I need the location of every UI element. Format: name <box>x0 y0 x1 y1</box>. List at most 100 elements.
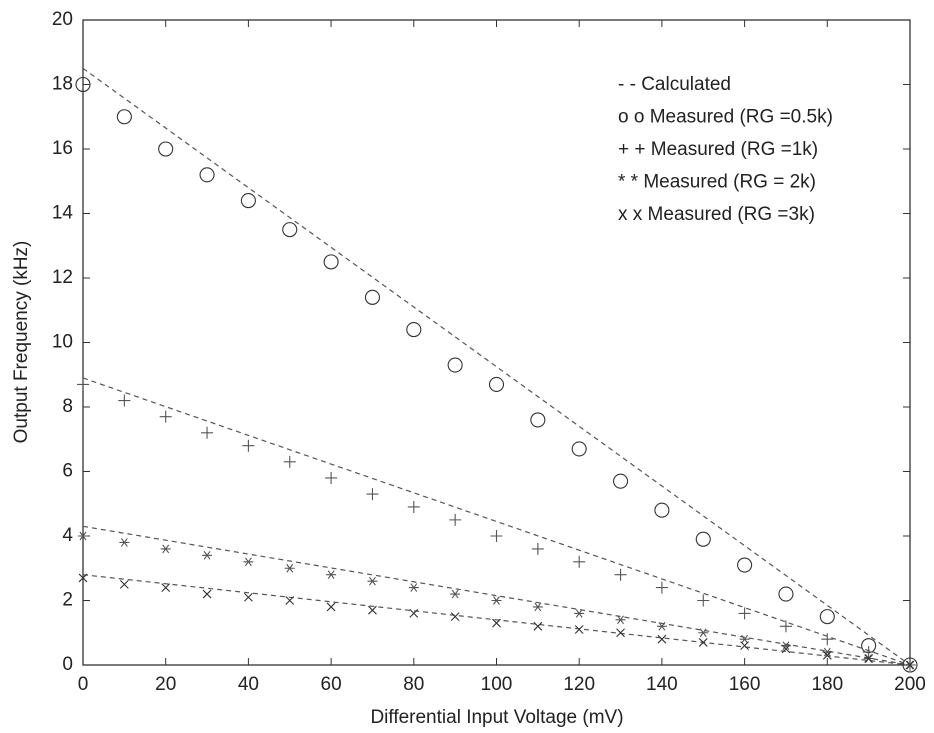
x-tick-label: 20 <box>155 674 176 695</box>
x-axis-label: Differential Input Voltage (mV) <box>370 707 623 728</box>
data-point <box>615 615 626 625</box>
data-point <box>616 628 625 638</box>
data-point <box>571 441 587 457</box>
data-point <box>698 628 709 638</box>
calculated-line <box>82 377 911 666</box>
data-point <box>323 254 339 270</box>
data-point <box>864 654 874 663</box>
data-point <box>861 638 877 654</box>
data-point <box>573 555 586 568</box>
data-point <box>75 76 91 93</box>
data-point <box>737 557 753 573</box>
data-point <box>326 570 337 580</box>
data-point <box>822 650 832 660</box>
data-point <box>492 618 501 628</box>
data-point <box>119 538 130 547</box>
x-tick-label: 80 <box>403 674 424 695</box>
data-point <box>698 638 708 647</box>
data-point <box>242 439 255 452</box>
data-point <box>491 596 502 605</box>
data-point <box>740 641 749 651</box>
legend-entry: + + Measured (RG =1k) <box>618 139 818 160</box>
data-point <box>325 471 338 484</box>
x-tick-label: 0 <box>78 674 89 695</box>
data-point <box>364 289 381 305</box>
y-tick-label: 8 <box>62 396 73 417</box>
y-tick-label: 6 <box>62 461 73 482</box>
data-point <box>657 634 667 644</box>
x-tick-label: 140 <box>646 674 678 695</box>
data-point <box>779 620 792 633</box>
data-point <box>326 602 336 612</box>
data-point <box>614 568 627 581</box>
data-point <box>284 563 295 573</box>
data-point <box>490 530 503 542</box>
y-tick-label: 12 <box>52 267 73 288</box>
x-tick-label: 120 <box>563 674 595 695</box>
data-point <box>409 609 419 618</box>
data-point <box>407 500 420 513</box>
data-point <box>821 633 834 646</box>
data-point <box>862 646 875 659</box>
data-point <box>656 621 667 631</box>
data-point <box>244 592 253 602</box>
legend-entry: * * Measured (RG = 2k) <box>618 172 816 193</box>
y-tick-label: 20 <box>52 9 73 30</box>
data-point <box>739 634 750 644</box>
data-point <box>574 625 584 634</box>
legend-entry: x x Measured (RG =3k) <box>618 204 815 225</box>
data-point <box>819 609 835 625</box>
y-tick-label: 16 <box>52 138 73 159</box>
data-point <box>406 322 422 338</box>
data-point <box>574 609 585 618</box>
data-point <box>78 531 88 541</box>
data-point <box>450 612 460 622</box>
data-point <box>738 607 751 620</box>
data-point <box>282 222 298 238</box>
data-point <box>119 579 129 589</box>
y-tick-label: 2 <box>62 590 73 611</box>
data-point <box>285 596 295 605</box>
data-point <box>158 141 174 157</box>
data-point <box>449 513 462 526</box>
x-tick-label: 180 <box>811 674 843 695</box>
data-point <box>77 378 89 391</box>
data-point <box>531 542 544 555</box>
data-point <box>116 109 132 125</box>
data-point <box>697 594 710 607</box>
data-point <box>283 455 296 468</box>
data-point <box>781 644 791 654</box>
data-point <box>201 426 214 439</box>
data-point <box>902 657 918 673</box>
data-point <box>654 502 670 518</box>
y-tick-label: 4 <box>62 525 73 546</box>
calculated-line <box>82 67 911 666</box>
x-tick-label: 160 <box>729 674 761 695</box>
data-point <box>532 602 543 612</box>
data-point <box>450 589 461 599</box>
data-point <box>161 583 171 592</box>
data-point <box>202 551 213 560</box>
data-point <box>243 557 254 567</box>
calculated-line <box>82 574 911 666</box>
data-point <box>202 589 212 599</box>
data-point <box>408 583 419 592</box>
y-tick-label: 14 <box>52 203 74 224</box>
data-point <box>613 473 629 489</box>
data-point <box>368 605 377 615</box>
x-tick-label: 60 <box>321 674 342 695</box>
data-point <box>655 581 668 594</box>
data-point <box>530 412 546 428</box>
y-tick-label: 18 <box>52 74 73 95</box>
data-point <box>488 376 505 392</box>
y-axis-label: Output Frequency (kHz) <box>11 241 32 444</box>
data-point <box>533 621 543 631</box>
data-point <box>118 394 131 407</box>
data-point <box>905 660 915 670</box>
legend-entry: o o Measured (RG =0.5k) <box>618 107 833 128</box>
data-point <box>366 488 379 501</box>
x-tick-label: 40 <box>238 674 259 695</box>
y-tick-label: 0 <box>62 654 73 675</box>
calculated-line <box>82 525 911 666</box>
